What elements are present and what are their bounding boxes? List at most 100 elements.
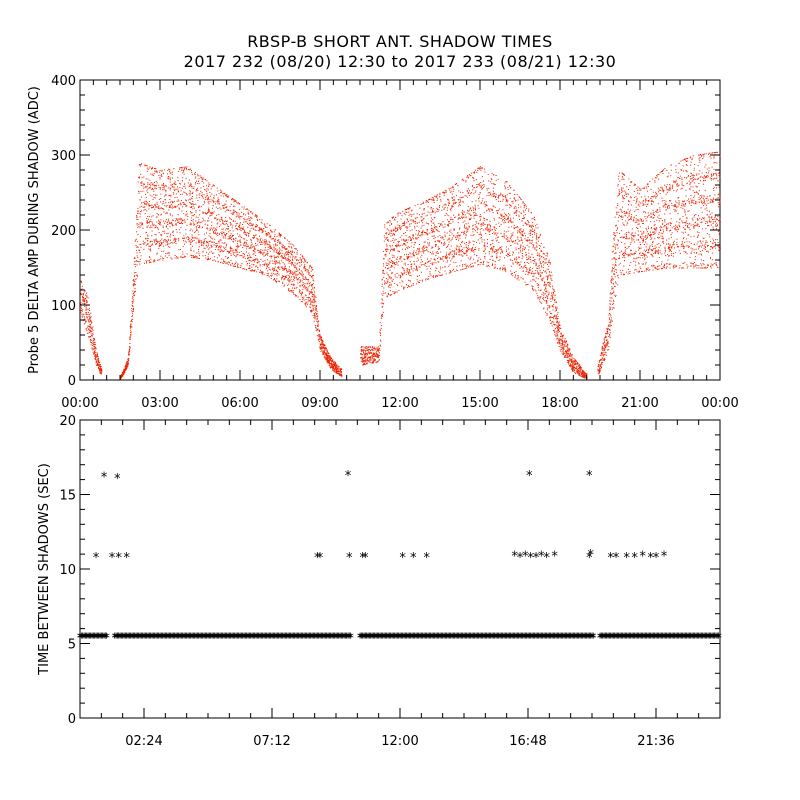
data-point (85, 309, 87, 311)
data-point (211, 241, 213, 243)
data-point (142, 223, 144, 225)
data-point (82, 300, 84, 301)
data-point (444, 203, 446, 205)
data-point (421, 203, 423, 205)
data-point (449, 270, 451, 272)
data-point (125, 363, 127, 365)
data-point (277, 239, 278, 241)
data-point (559, 342, 561, 344)
data-point (164, 205, 166, 207)
data-point (236, 228, 238, 230)
data-point (493, 250, 495, 252)
data-point (80, 302, 82, 304)
data-point (233, 201, 235, 203)
data-point (332, 366, 333, 368)
data-point (550, 316, 552, 318)
data-point (258, 261, 260, 263)
data-point (94, 358, 96, 360)
data-point (311, 310, 313, 312)
data-point (390, 248, 392, 250)
data-point (462, 265, 463, 267)
data-point (220, 208, 222, 210)
data-point (212, 241, 213, 243)
data-point (297, 270, 299, 272)
data-point (151, 168, 152, 170)
data-point (299, 257, 301, 259)
data-point (211, 214, 213, 216)
data-point (151, 244, 153, 246)
data-point (88, 329, 90, 331)
data-point (294, 294, 296, 295)
data-point (146, 170, 148, 172)
data-point (273, 279, 274, 281)
data-point (423, 246, 425, 248)
data-point (140, 211, 142, 213)
data-point (258, 227, 260, 229)
data-point (218, 240, 220, 242)
data-point (247, 255, 249, 257)
data-point (151, 230, 153, 232)
data-point (99, 361, 101, 363)
data-point (274, 240, 276, 242)
data-point (315, 309, 317, 310)
data-point (541, 272, 543, 274)
data-point (293, 293, 295, 295)
data-point (449, 272, 451, 274)
data-point (274, 229, 276, 231)
data-point (295, 273, 297, 275)
data-point (427, 261, 429, 262)
data-point (290, 262, 292, 264)
data-point (465, 265, 467, 267)
data-point (177, 204, 179, 206)
data-point (442, 226, 444, 228)
data-point (479, 219, 481, 221)
data-point (94, 351, 95, 353)
data-point (132, 314, 133, 316)
data-point (548, 259, 550, 261)
data-point (377, 347, 379, 349)
data-point (255, 255, 257, 256)
data-point (462, 231, 464, 233)
data-point (558, 338, 560, 340)
data-point (430, 258, 432, 260)
data-point (308, 272, 310, 274)
data-point (266, 273, 268, 275)
data-point (246, 246, 248, 248)
data-point (192, 237, 194, 239)
data-point (226, 233, 228, 234)
data-point (232, 235, 233, 237)
data-point (479, 228, 481, 230)
data-point (240, 242, 242, 243)
data-point (510, 219, 512, 221)
data-point (129, 336, 131, 338)
data-point (262, 239, 264, 241)
data-point (136, 216, 138, 218)
data-point (289, 290, 291, 292)
data-point (436, 229, 438, 231)
data-point (213, 195, 215, 197)
data-point (532, 225, 534, 227)
data-point (188, 240, 190, 242)
data-point (259, 238, 261, 240)
data-point (448, 265, 450, 267)
data-point (322, 352, 324, 354)
data-point (341, 376, 343, 378)
data-point (188, 186, 190, 187)
data-point (290, 243, 292, 245)
data-point (454, 202, 456, 204)
data-point (145, 237, 147, 239)
data-point (190, 182, 192, 184)
data-point (90, 339, 92, 341)
data-point (195, 190, 197, 192)
data-point (440, 222, 442, 224)
data-point (90, 319, 92, 321)
data-point (299, 282, 301, 283)
data-point (250, 256, 251, 258)
data-point (225, 262, 227, 264)
data-point (450, 270, 451, 272)
data-point (168, 220, 170, 222)
data-point (572, 370, 574, 372)
data-point (143, 243, 145, 245)
data-point (257, 268, 259, 270)
data-point (340, 374, 342, 376)
